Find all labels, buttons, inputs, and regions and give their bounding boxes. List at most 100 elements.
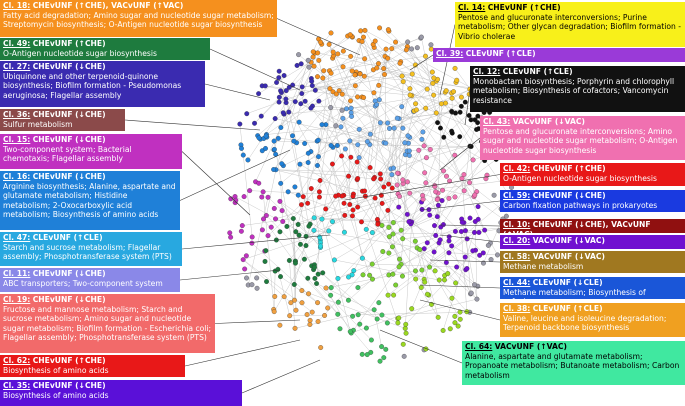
node bbox=[291, 282, 297, 287]
edge bbox=[393, 146, 472, 223]
edge bbox=[461, 178, 471, 294]
node bbox=[341, 229, 347, 235]
node bbox=[367, 165, 373, 171]
node bbox=[433, 232, 439, 238]
node bbox=[299, 91, 305, 97]
cluster-box: Cl. 16: CHEvUNF (↓CHE) Arginine biosynthe… bbox=[0, 171, 180, 230]
node bbox=[274, 80, 280, 85]
node bbox=[409, 71, 415, 77]
node bbox=[265, 194, 271, 200]
node bbox=[287, 313, 293, 319]
node bbox=[241, 194, 247, 200]
edge bbox=[478, 219, 498, 256]
cluster-label: CLEvUNF (↑CLE) bbox=[502, 67, 573, 76]
node bbox=[435, 202, 441, 208]
cluster-label: CHEvUNF (↑CHE) bbox=[487, 3, 561, 12]
node bbox=[503, 213, 509, 219]
node bbox=[443, 100, 448, 106]
cluster-label: VACvUNF (↓VAC) bbox=[512, 117, 585, 126]
cluster-box: Cl. 11: CHEvUNF (↓CHE) ABC transporters; … bbox=[0, 268, 180, 292]
node bbox=[413, 268, 418, 274]
edge bbox=[401, 80, 437, 107]
cluster-box: Cl. 38: CLEvUNF (↑CLE) Valine, leucine an… bbox=[500, 303, 685, 337]
edge bbox=[305, 215, 353, 237]
node bbox=[305, 160, 311, 165]
node bbox=[338, 124, 344, 130]
edge bbox=[384, 56, 386, 144]
node bbox=[357, 71, 363, 77]
edge bbox=[321, 219, 351, 332]
node bbox=[311, 215, 317, 221]
node bbox=[328, 292, 334, 298]
edge bbox=[384, 56, 438, 75]
node bbox=[309, 78, 315, 84]
node bbox=[309, 83, 315, 89]
edge bbox=[341, 155, 363, 259]
node bbox=[280, 219, 286, 224]
node bbox=[239, 145, 244, 151]
edge bbox=[280, 276, 318, 303]
node bbox=[312, 87, 318, 93]
edge bbox=[316, 283, 372, 341]
node bbox=[315, 300, 321, 306]
edge bbox=[334, 259, 440, 281]
edge bbox=[318, 35, 348, 61]
edge bbox=[281, 92, 336, 197]
node bbox=[385, 207, 391, 213]
node bbox=[427, 147, 433, 152]
node bbox=[445, 271, 451, 276]
edge bbox=[354, 74, 431, 150]
node bbox=[377, 171, 383, 177]
node bbox=[315, 50, 321, 56]
node bbox=[296, 232, 302, 238]
node bbox=[386, 272, 392, 278]
edge bbox=[289, 260, 296, 329]
node bbox=[312, 275, 318, 281]
node bbox=[330, 89, 336, 95]
node bbox=[355, 176, 361, 181]
node bbox=[335, 311, 341, 317]
connector bbox=[204, 83, 271, 101]
node bbox=[348, 53, 354, 59]
node bbox=[495, 252, 500, 258]
cluster-pathways: Valine, leucine and isoleucine degradati… bbox=[503, 313, 667, 333]
cluster-heading: Cl. 20: VACvUNF (↓VAC) bbox=[503, 236, 682, 246]
edge bbox=[266, 88, 331, 135]
edge bbox=[280, 90, 304, 197]
cluster-box: Cl. 36: CHEvUNF (↓CHE) Sulfur metabolism bbox=[0, 109, 125, 131]
node bbox=[347, 329, 353, 335]
node bbox=[285, 189, 291, 195]
edge bbox=[429, 174, 465, 216]
connector bbox=[464, 88, 471, 126]
node bbox=[298, 101, 304, 107]
node bbox=[400, 79, 406, 85]
connector bbox=[124, 119, 261, 131]
node bbox=[419, 136, 425, 142]
node bbox=[461, 172, 467, 178]
node bbox=[391, 125, 397, 131]
edge bbox=[359, 157, 411, 225]
node bbox=[272, 294, 278, 299]
node bbox=[288, 300, 294, 306]
cluster-heading: Cl. 36: CHEvUNF (↓CHE) bbox=[3, 110, 122, 120]
edge bbox=[357, 144, 472, 147]
node bbox=[413, 276, 419, 282]
node bbox=[423, 105, 429, 111]
edge bbox=[374, 198, 429, 296]
node bbox=[328, 70, 334, 76]
node bbox=[349, 213, 355, 219]
node bbox=[407, 190, 413, 196]
edge bbox=[373, 92, 410, 156]
connector bbox=[181, 151, 251, 216]
node bbox=[362, 188, 368, 194]
cluster-pathways: O-Antigen nucleotide sugar biosynthesis bbox=[3, 48, 157, 58]
node bbox=[376, 300, 382, 306]
node bbox=[386, 234, 392, 240]
node bbox=[441, 134, 447, 140]
node bbox=[304, 312, 310, 318]
node bbox=[310, 54, 316, 60]
edge bbox=[380, 178, 443, 201]
node bbox=[339, 91, 345, 97]
node bbox=[345, 297, 351, 303]
